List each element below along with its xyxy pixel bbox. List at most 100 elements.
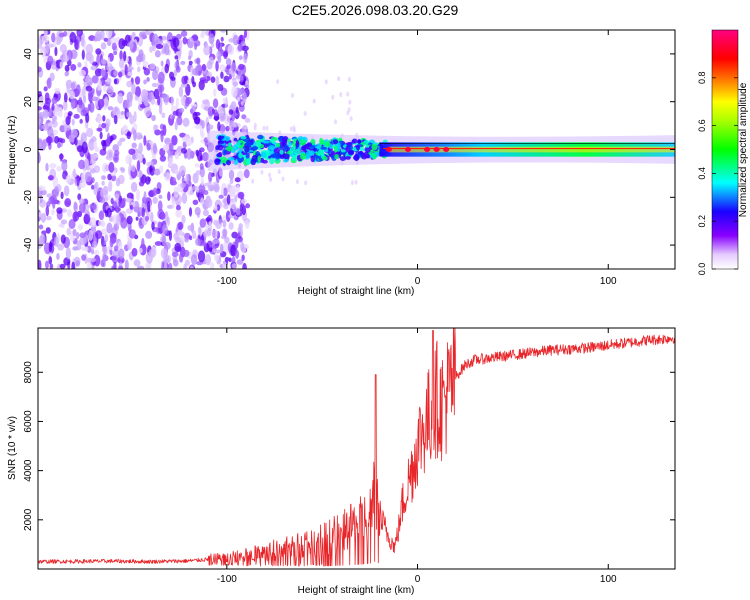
noise-speckle <box>180 83 188 88</box>
noise-speckle <box>192 199 199 206</box>
noise-speckle <box>117 241 123 250</box>
spectrogram-x-tick-label: 100 <box>600 276 617 287</box>
noise-speckle <box>45 205 50 217</box>
noise-speckle <box>175 65 181 73</box>
noise-speckle <box>107 56 111 68</box>
noise-speckle <box>84 246 89 252</box>
signal-band-fragment <box>300 145 307 151</box>
spectrogram-y-tick-label: 40 <box>23 48 34 60</box>
noise-speckle <box>119 50 123 61</box>
spectrogram-x-tick-label: 0 <box>415 276 421 287</box>
signal-band-fragment <box>273 147 281 154</box>
noise-speckle <box>276 79 280 85</box>
signal-band-fragment <box>262 159 268 164</box>
noise-speckle <box>102 245 110 256</box>
noise-speckle <box>113 245 119 252</box>
noise-speckle <box>212 88 217 97</box>
figure-title: C2E5.2026.098.03.20.G29 <box>291 2 459 18</box>
noise-speckle <box>348 99 352 105</box>
signal-band-fragment <box>238 152 243 159</box>
noise-speckle <box>60 138 66 144</box>
signal-band-fragment <box>236 141 241 147</box>
noise-speckle <box>56 165 62 172</box>
noise-speckle <box>114 106 118 112</box>
noise-speckle <box>223 113 231 125</box>
signal-band-fragment <box>345 142 353 146</box>
noise-speckle <box>199 218 206 228</box>
noise-speckle <box>102 115 106 122</box>
noise-speckle <box>229 186 236 197</box>
noise-speckle <box>231 62 237 73</box>
noise-speckle <box>194 124 202 130</box>
noise-speckle <box>202 209 209 217</box>
noise-speckle <box>201 99 209 105</box>
noise-speckle <box>143 96 149 107</box>
noise-speckle <box>50 194 57 205</box>
noise-speckle <box>38 185 46 192</box>
noise-speckle <box>223 75 230 83</box>
noise-speckle <box>66 227 71 236</box>
noise-speckle <box>236 184 240 194</box>
noise-speckle <box>210 76 216 83</box>
noise-speckle <box>289 126 293 132</box>
colorbar-ticks: 0.0 0.2 0.4 0.6 0.8 <box>697 72 738 275</box>
noise-speckle <box>63 257 71 266</box>
noise-speckle <box>137 170 143 177</box>
signal-band-fragment <box>363 140 369 144</box>
noise-speckle <box>117 140 123 147</box>
noise-speckle <box>48 241 53 253</box>
noise-speckle <box>162 144 170 152</box>
noise-speckle <box>41 139 47 150</box>
noise-speckle <box>174 55 179 60</box>
noise-speckle <box>120 110 125 116</box>
noise-speckle <box>155 43 164 50</box>
noise-speckle <box>88 229 94 241</box>
noise-speckle <box>150 211 154 223</box>
colorbar-tick-label: 0.6 <box>697 119 707 132</box>
noise-speckle <box>57 243 64 251</box>
noise-speckle <box>148 248 156 259</box>
noise-speckle <box>177 229 184 237</box>
noise-speckle <box>62 100 68 111</box>
colorbar-tick-label: 0.8 <box>697 72 707 85</box>
noise-speckle <box>135 188 141 201</box>
noise-speckle <box>99 197 106 204</box>
noise-speckle <box>312 98 316 104</box>
noise-speckle <box>237 191 245 199</box>
noise-speckle <box>237 43 243 52</box>
noise-speckle <box>38 66 42 73</box>
noise-speckle <box>231 85 238 98</box>
snr-y-axis: 2000 4000 6000 8000 <box>23 361 675 531</box>
noise-speckle <box>152 142 157 155</box>
noise-speckle <box>79 202 86 214</box>
noise-speckle <box>219 64 226 72</box>
noise-speckle <box>157 200 163 212</box>
noise-speckle <box>39 233 46 246</box>
noise-speckle <box>154 124 159 131</box>
noise-speckle <box>70 63 77 71</box>
noise-speckle <box>211 229 218 239</box>
noise-speckle <box>113 70 119 77</box>
noise-speckle <box>129 204 133 210</box>
noise-speckle <box>188 60 193 65</box>
signal-band-fragment <box>357 151 364 155</box>
noise-speckle <box>78 159 86 170</box>
noise-speckle <box>110 197 114 205</box>
noise-speckle <box>93 254 101 267</box>
noise-speckle <box>40 46 47 56</box>
noise-speckle <box>90 249 95 255</box>
signal-band-fragment <box>282 153 290 159</box>
signal-band-fragment <box>217 135 222 141</box>
noise-speckle <box>131 247 138 257</box>
noise-speckle <box>205 253 212 266</box>
noise-speckle <box>201 63 207 72</box>
noise-speckle <box>47 55 54 66</box>
noise-speckle <box>216 204 221 212</box>
noise-speckle <box>174 151 180 160</box>
noise-speckle <box>113 114 118 125</box>
noise-speckle <box>331 94 335 100</box>
noise-speckle <box>222 220 227 228</box>
noise-speckle <box>127 71 133 77</box>
noise-speckle <box>86 261 93 269</box>
noise-speckle <box>43 243 51 249</box>
